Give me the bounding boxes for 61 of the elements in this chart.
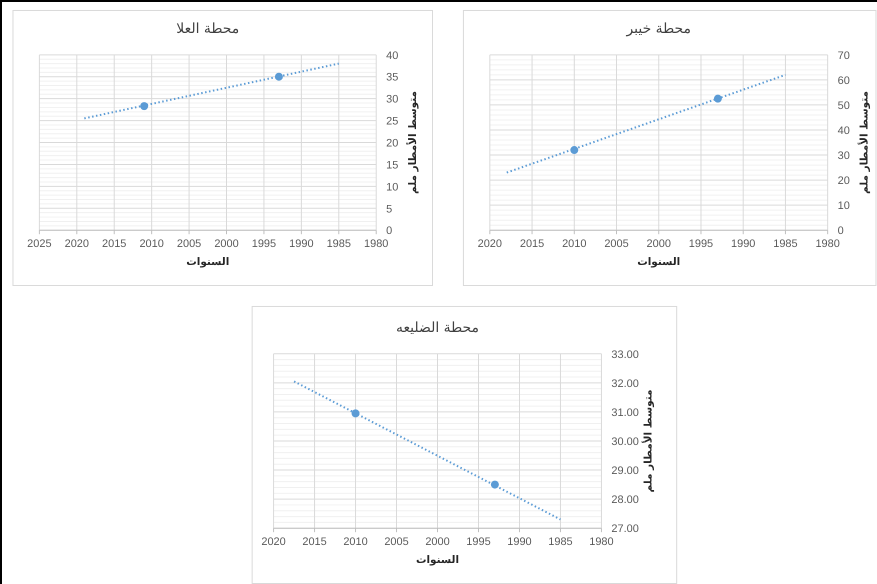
- y-tick-label: 60: [838, 74, 850, 87]
- y-tick-label: 33.00: [611, 348, 639, 361]
- y-tick-label: 35: [386, 72, 398, 84]
- y-tick-label: 40: [838, 124, 850, 137]
- x-tick-label: 2005: [176, 238, 202, 250]
- y-tick-label: 50: [838, 100, 850, 112]
- x-tick-label: 2005: [604, 238, 629, 250]
- y-tick-label: 20: [838, 175, 850, 188]
- y-axis-title: متوسط الأمطار ملم: [641, 390, 654, 492]
- x-tick-label: 2005: [384, 536, 409, 548]
- x-tick-label: 1985: [326, 238, 351, 250]
- x-tick-label: 2020: [64, 238, 89, 250]
- y-tick-label: 20: [386, 138, 398, 150]
- y-tick-label: 32.00: [611, 378, 639, 390]
- x-tick-label: 1995: [466, 536, 491, 548]
- x-tick-label: 1990: [507, 536, 532, 548]
- x-tick-label: 2000: [214, 238, 239, 250]
- x-tick-label: 1985: [773, 238, 798, 250]
- chart-title: محطة خيبر: [625, 20, 692, 37]
- y-axis-title: متوسط الأمطار ملم: [858, 91, 871, 194]
- y-tick-label: 40: [386, 50, 398, 62]
- x-tick-label: 1995: [688, 238, 714, 250]
- chart-title: محطة الضليعه: [396, 320, 480, 336]
- y-tick-label: 10: [386, 181, 398, 194]
- y-tick-label: 30: [838, 150, 850, 162]
- x-tick-label: 2015: [520, 238, 544, 250]
- y-tick-label: 30.00: [611, 436, 639, 448]
- x-axis-title: السنوات: [637, 256, 680, 268]
- x-tick-label: 1980: [815, 238, 840, 250]
- x-tick-label: 2020: [261, 536, 286, 548]
- x-tick-label: 2015: [302, 536, 327, 548]
- y-tick-label: 70: [838, 50, 850, 62]
- chart-title: محطة العلا: [176, 20, 240, 37]
- x-tick-label: 1995: [252, 238, 276, 250]
- x-tick-label: 2000: [646, 238, 671, 250]
- x-tick-label: 1980: [589, 536, 614, 548]
- y-tick-label: 27.00: [611, 523, 639, 536]
- y-tick-label: 31.00: [611, 406, 639, 419]
- x-tick-label: 1985: [548, 536, 573, 548]
- x-tick-label: 2025: [27, 238, 52, 250]
- y-tick-label: 15: [386, 159, 398, 172]
- y-tick-label: 30: [386, 94, 398, 106]
- x-tick-label: 1990: [731, 238, 756, 250]
- x-tick-label: 1990: [289, 238, 314, 250]
- y-tick-label: 29.00: [611, 465, 639, 478]
- x-tick-label: 2000: [425, 536, 450, 548]
- y-tick-label: 0: [386, 225, 392, 238]
- x-tick-label: 1980: [364, 238, 388, 250]
- y-tick-label: 25: [386, 116, 398, 128]
- x-tick-label: 2010: [139, 238, 164, 250]
- x-axis-title: السنوات: [416, 554, 460, 566]
- x-axis-title: السنوات: [186, 256, 230, 268]
- x-tick-label: 2010: [562, 238, 586, 250]
- y-tick-label: 10: [838, 200, 850, 212]
- x-tick-label: 2015: [102, 238, 126, 250]
- y-axis-title: متوسط الأمطار ملم: [406, 91, 420, 194]
- x-tick-label: 2020: [478, 238, 502, 250]
- y-tick-label: 28.00: [611, 494, 639, 506]
- x-tick-label: 2010: [343, 536, 368, 548]
- y-tick-label: 5: [386, 203, 392, 216]
- y-tick-label: 0: [838, 225, 844, 238]
